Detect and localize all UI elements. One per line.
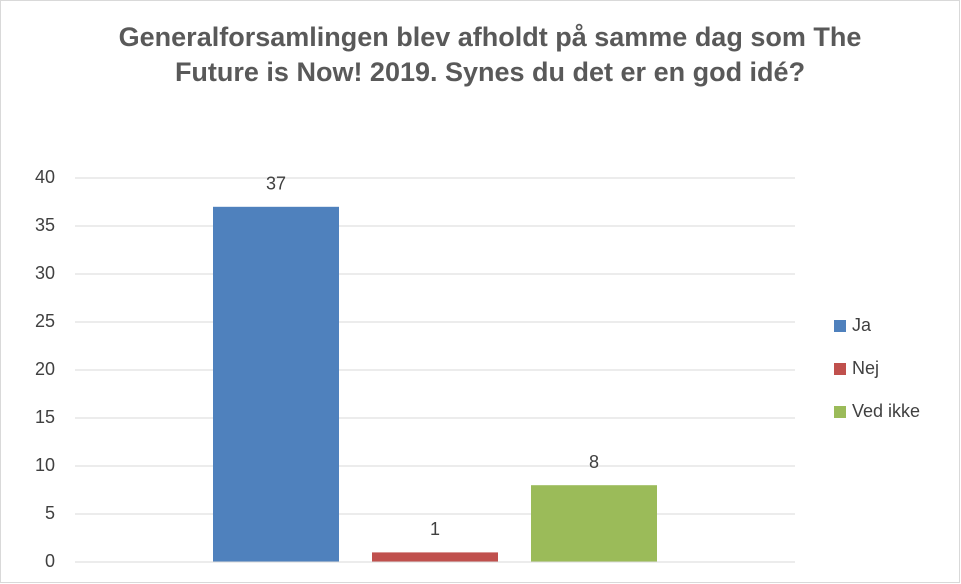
data-label: 1 bbox=[430, 519, 440, 539]
y-tick-label: 35 bbox=[35, 215, 55, 235]
y-tick-label: 5 bbox=[45, 503, 55, 523]
legend-label: Ja bbox=[852, 315, 872, 335]
y-tick-label: 20 bbox=[35, 359, 55, 379]
legend-swatch bbox=[834, 406, 846, 418]
legend-label: Ved ikke bbox=[852, 401, 920, 421]
legend-swatch bbox=[834, 320, 846, 332]
data-label: 37 bbox=[266, 174, 286, 194]
bar bbox=[213, 206, 339, 563]
y-tick-label: 40 bbox=[35, 167, 55, 187]
y-tick-label: 30 bbox=[35, 263, 55, 283]
y-tick-label: 25 bbox=[35, 311, 55, 331]
y-tick-label: 15 bbox=[35, 407, 55, 427]
legend-swatch bbox=[834, 363, 846, 375]
legend-label: Nej bbox=[852, 358, 879, 378]
bar bbox=[372, 552, 498, 562]
bar bbox=[531, 485, 657, 562]
chart-title: Generalforsamlingen blev afholdt på samm… bbox=[118, 22, 862, 87]
y-tick-label: 10 bbox=[35, 455, 55, 475]
y-tick-label: 0 bbox=[45, 551, 55, 571]
data-label: 8 bbox=[589, 452, 599, 472]
